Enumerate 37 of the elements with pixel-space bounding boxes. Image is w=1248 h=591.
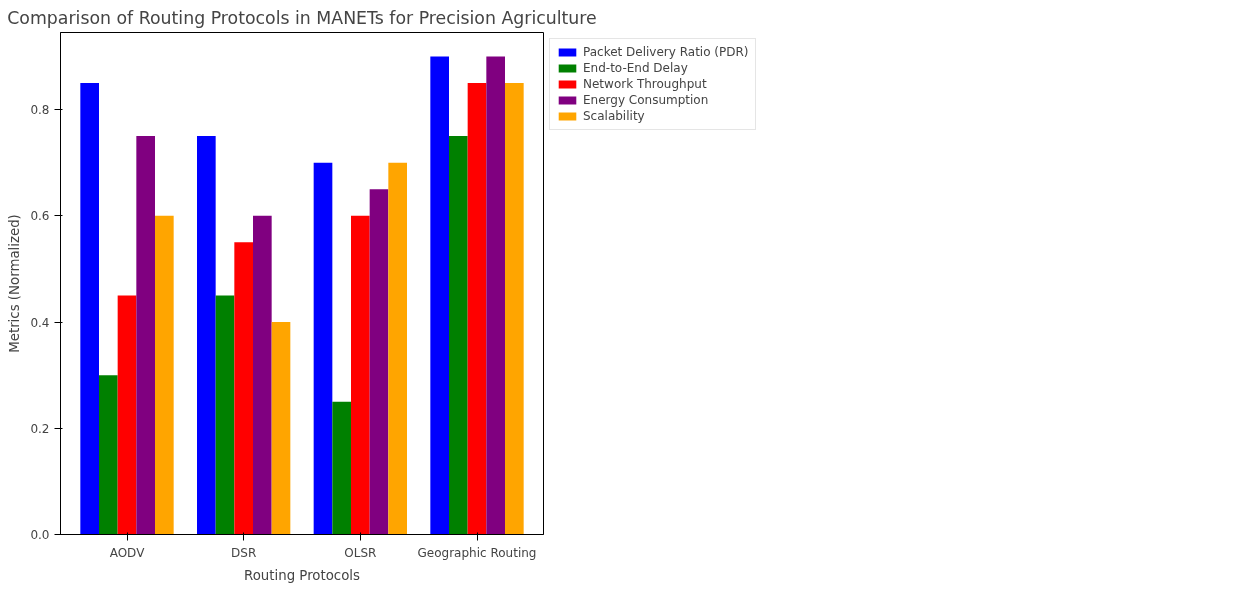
bar (313, 162, 333, 535)
chart-title: Comparison of Routing Protocols in MANETs for Precision Agriculture (7, 7, 597, 28)
legend-label: Scalability (583, 109, 645, 123)
x-tick-label: DSR (231, 545, 257, 560)
y-tick-label: 0.6 (30, 209, 50, 224)
bar (197, 136, 216, 535)
y-axis-title: Metrics (Normalized) (7, 214, 23, 353)
bar (369, 189, 389, 535)
x-tick-label: Geographic Routing (417, 545, 537, 560)
legend-label: Packet Delivery Ratio (PDR) (583, 45, 749, 59)
bar (136, 136, 155, 535)
legend-label: End-to-End Delay (583, 61, 688, 75)
y-tick-label: 0.4 (30, 315, 50, 330)
bar (505, 82, 524, 535)
bar (449, 136, 468, 535)
legend-label: Energy Consumption (583, 93, 709, 107)
y-tick-label: 0.0 (30, 528, 50, 542)
x-axis-title: Routing Protocols (244, 567, 361, 583)
bar (351, 215, 370, 535)
bar (117, 295, 137, 535)
bar (467, 82, 487, 535)
bar (234, 242, 253, 535)
bar (332, 401, 351, 535)
bar (99, 375, 118, 535)
bar (253, 215, 272, 535)
bar (80, 82, 99, 535)
y-tick-label: 0.8 (30, 103, 50, 118)
bar (430, 56, 449, 535)
bar (486, 56, 505, 535)
bar (155, 215, 174, 535)
bar (215, 295, 235, 535)
bar (271, 322, 291, 535)
x-tick-label: AODV (109, 545, 146, 560)
x-tick-label: OLSR (344, 545, 377, 560)
y-tick-label: 0.2 (30, 421, 50, 436)
bar (388, 162, 407, 535)
legend-label: Network Throughput (583, 77, 707, 91)
